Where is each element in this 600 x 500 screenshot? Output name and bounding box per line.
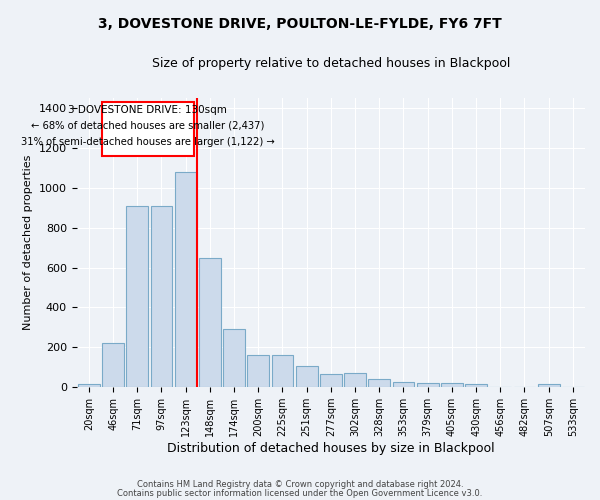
Bar (465, 384, 487, 387)
Bar (320, 374, 342, 387)
Text: ← 68% of detached houses are smaller (2,437): ← 68% of detached houses are smaller (2,… (31, 121, 265, 131)
Bar (102, 102, 194, 156)
Bar (223, 330, 245, 387)
Bar (368, 379, 390, 387)
Text: 3 DOVESTONE DRIVE: 130sqm: 3 DOVESTONE DRIVE: 130sqm (68, 105, 227, 115)
Title: Size of property relative to detached houses in Blackpool: Size of property relative to detached ho… (152, 58, 510, 70)
X-axis label: Distribution of detached houses by size in Blackpool: Distribution of detached houses by size … (167, 442, 495, 455)
Bar (441, 383, 463, 387)
Text: Contains HM Land Registry data © Crown copyright and database right 2024.: Contains HM Land Registry data © Crown c… (137, 480, 463, 489)
Y-axis label: Number of detached properties: Number of detached properties (23, 155, 34, 330)
Bar (538, 384, 560, 387)
Bar (272, 356, 293, 387)
Bar (247, 356, 269, 387)
Text: 31% of semi-detached houses are larger (1,122) →: 31% of semi-detached houses are larger (… (21, 137, 275, 147)
Bar (417, 383, 439, 387)
Bar (296, 366, 317, 387)
Bar (392, 382, 415, 387)
Bar (199, 258, 221, 387)
Bar (102, 344, 124, 387)
Bar (151, 206, 172, 387)
Text: Contains public sector information licensed under the Open Government Licence v3: Contains public sector information licen… (118, 488, 482, 498)
Text: 3, DOVESTONE DRIVE, POULTON-LE-FYLDE, FY6 7FT: 3, DOVESTONE DRIVE, POULTON-LE-FYLDE, FY… (98, 18, 502, 32)
Bar (344, 374, 366, 387)
Bar (175, 172, 197, 387)
Bar (127, 206, 148, 387)
Bar (78, 384, 100, 387)
